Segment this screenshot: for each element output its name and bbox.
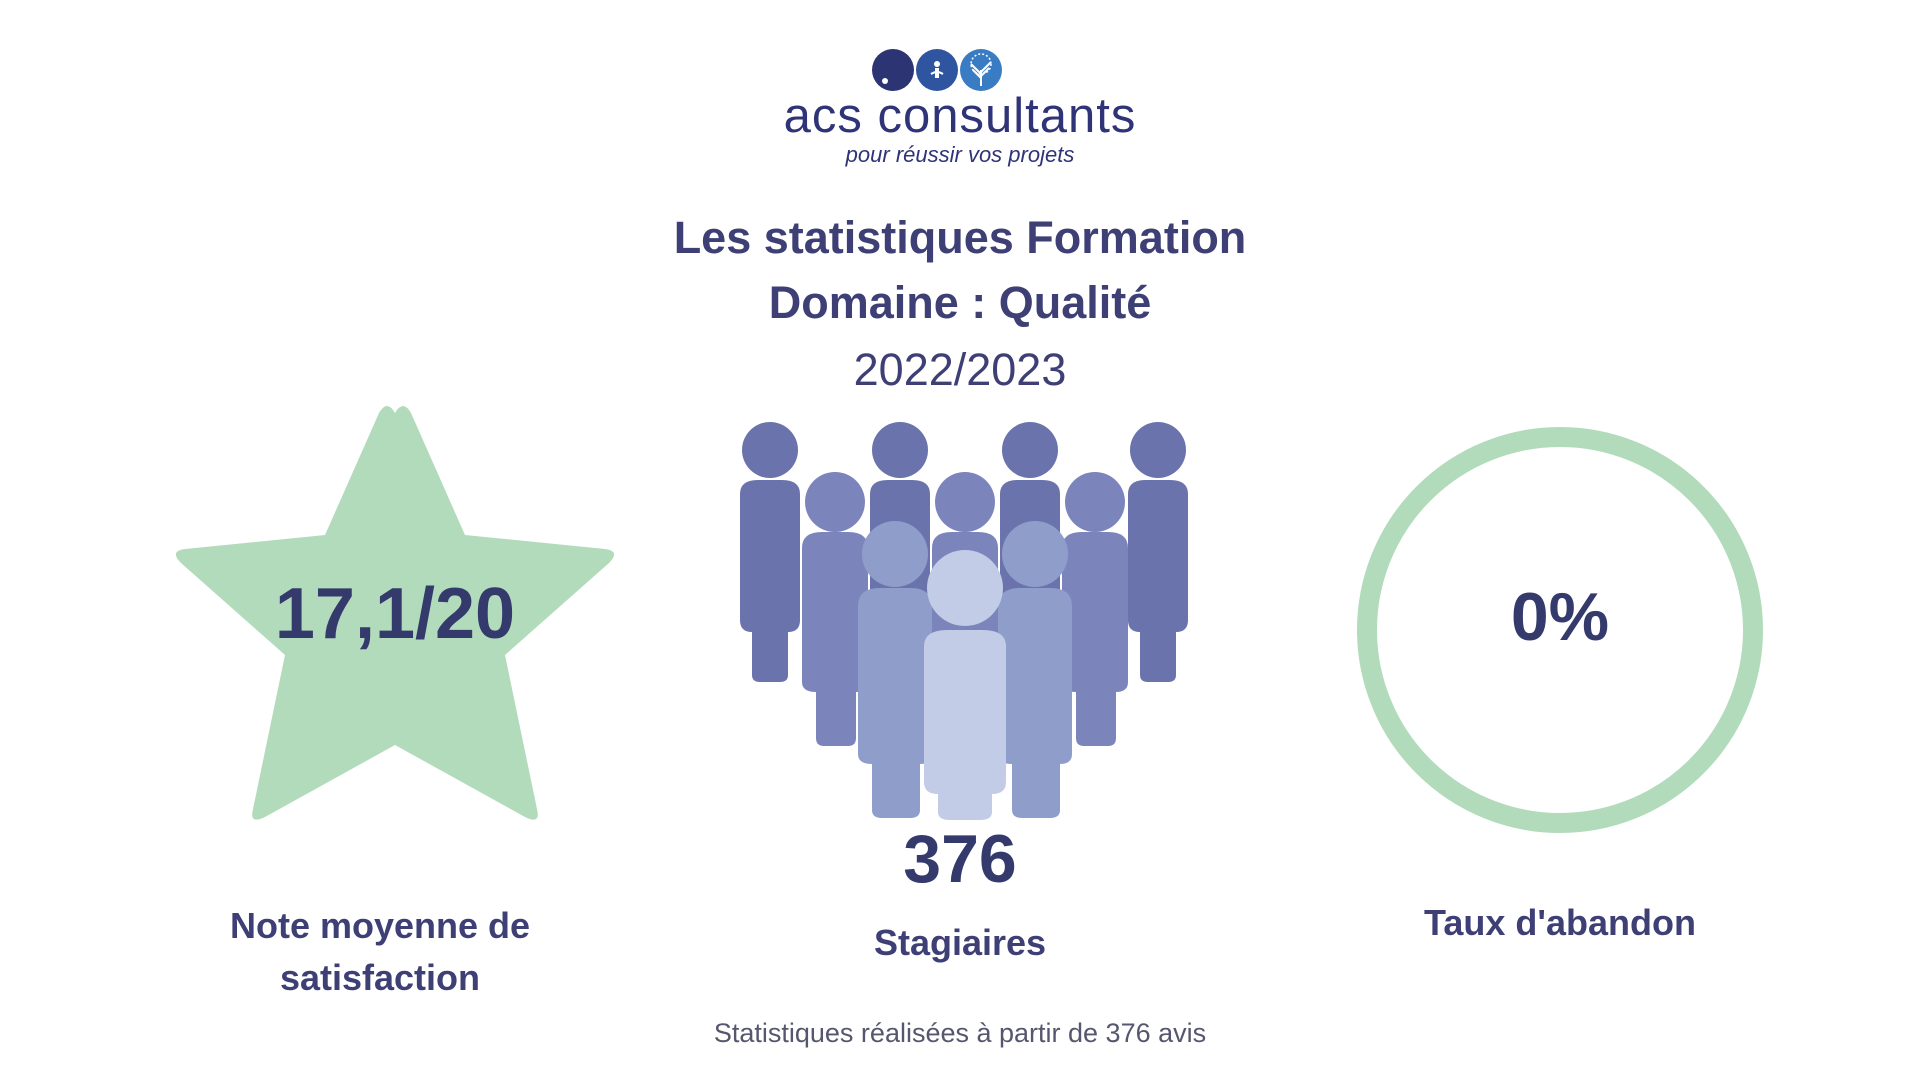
- rating-label-line2: satisfaction: [279, 957, 481, 998]
- trainee-count: 376: [903, 821, 1017, 897]
- trainee-label: Stagiaires: [873, 922, 1047, 963]
- people-group-icon: [740, 422, 1188, 820]
- brand-tagline: pour réussir vos projets: [845, 142, 1075, 167]
- rating-label-line1: Note moyenne de: [229, 905, 531, 946]
- brand-name: acs consultants: [783, 89, 1137, 143]
- page-year: 2022/2023: [853, 344, 1067, 395]
- logo-dots-icon: [872, 49, 1002, 91]
- footnote: Statistiques réalisées à partir de 376 a…: [713, 1018, 1207, 1048]
- dropout-value: 0%: [1510, 579, 1610, 655]
- rating-value: 17,1/20: [274, 574, 516, 654]
- ring-icon: [1357, 427, 1763, 833]
- page-title: Les statistiques Formation: [673, 212, 1247, 263]
- star-icon: [175, 406, 615, 820]
- dropout-label: Taux d'abandon: [1424, 902, 1696, 943]
- rating-label: Note moyenne de satisfaction: [180, 900, 580, 1004]
- page-subtitle: Domaine : Qualité: [768, 277, 1152, 328]
